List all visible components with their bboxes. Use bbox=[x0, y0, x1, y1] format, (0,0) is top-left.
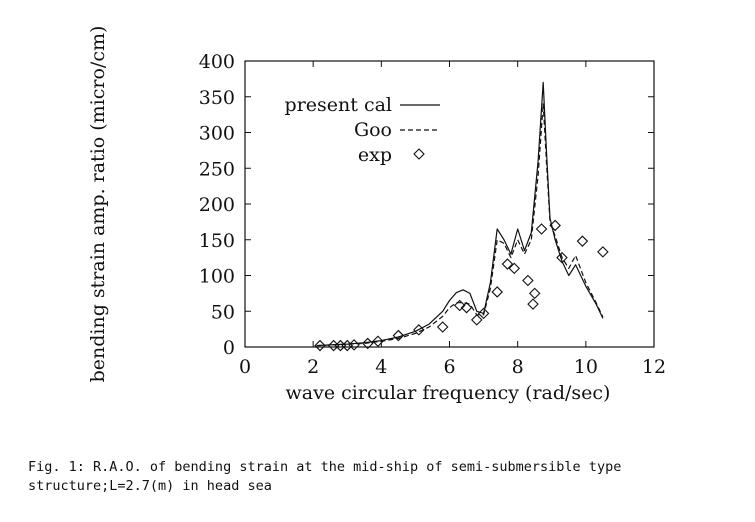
x-tick-label: 10 bbox=[574, 356, 598, 378]
exp-point bbox=[392, 329, 405, 342]
figure-caption: Fig. 1: R.A.O. of bending strain at the … bbox=[28, 459, 622, 494]
y-tick-label: 350 bbox=[199, 87, 235, 109]
exp-point bbox=[348, 339, 360, 351]
legend-swatch-exp bbox=[413, 148, 425, 160]
y-tick-label: 50 bbox=[211, 301, 235, 323]
exp-point bbox=[327, 339, 340, 352]
y-tick-label: 250 bbox=[199, 158, 235, 180]
exp-point bbox=[528, 287, 541, 300]
exp-point bbox=[597, 246, 609, 258]
series-layer bbox=[314, 81, 609, 352]
exp-point bbox=[491, 286, 503, 298]
y-tick-label: 0 bbox=[223, 337, 235, 359]
goo-line bbox=[316, 103, 604, 347]
exp-point bbox=[508, 262, 521, 275]
exp-point bbox=[470, 314, 483, 326]
exp-point bbox=[556, 251, 568, 264]
legend: present cal Goo exp bbox=[285, 94, 440, 166]
axis-ticks: 0 2 4 6 8 10 12 0 50 100 150 200 250 300 350 400 bbox=[199, 51, 666, 378]
present-cal-line bbox=[316, 81, 604, 347]
exp-point bbox=[522, 274, 534, 287]
y-tick-label: 400 bbox=[199, 51, 235, 73]
y-tick-label: 200 bbox=[199, 194, 235, 216]
x-tick-label: 0 bbox=[239, 356, 251, 378]
exp-point bbox=[361, 337, 374, 350]
exp-point bbox=[314, 339, 326, 352]
exp-point bbox=[372, 335, 384, 348]
y-axis-label: bending strain amp. ratio (micro/cm) bbox=[87, 26, 109, 383]
exp-point bbox=[460, 301, 473, 314]
legend-label: Goo bbox=[354, 119, 392, 141]
y-tick-label: 150 bbox=[199, 230, 235, 252]
exp-point bbox=[549, 219, 561, 232]
x-tick-label: 8 bbox=[512, 356, 524, 378]
exp-point bbox=[453, 299, 466, 312]
x-tick-label: 12 bbox=[642, 356, 666, 378]
x-tick-label: 4 bbox=[375, 356, 387, 378]
legend-label: present cal bbox=[285, 94, 392, 116]
exp-point bbox=[527, 298, 539, 310]
exp-point bbox=[436, 321, 449, 333]
exp-point bbox=[535, 223, 548, 235]
exp-point bbox=[341, 339, 354, 352]
x-tick-label: 2 bbox=[307, 356, 319, 378]
exp-point bbox=[334, 339, 347, 352]
y-tick-label: 300 bbox=[199, 123, 235, 145]
x-tick-label: 6 bbox=[443, 356, 455, 378]
legend-label: exp bbox=[358, 144, 392, 166]
rao-chart: 0 2 4 6 8 10 12 0 50 100 150 200 250 300 350 400 presen… bbox=[87, 26, 666, 404]
exp-point bbox=[576, 235, 589, 247]
exp-point bbox=[477, 307, 490, 320]
exp-point bbox=[413, 324, 425, 336]
exp-point bbox=[501, 258, 514, 270]
y-tick-label: 100 bbox=[199, 266, 235, 288]
x-axis-label: wave circular frequency (rad/sec) bbox=[286, 382, 611, 404]
